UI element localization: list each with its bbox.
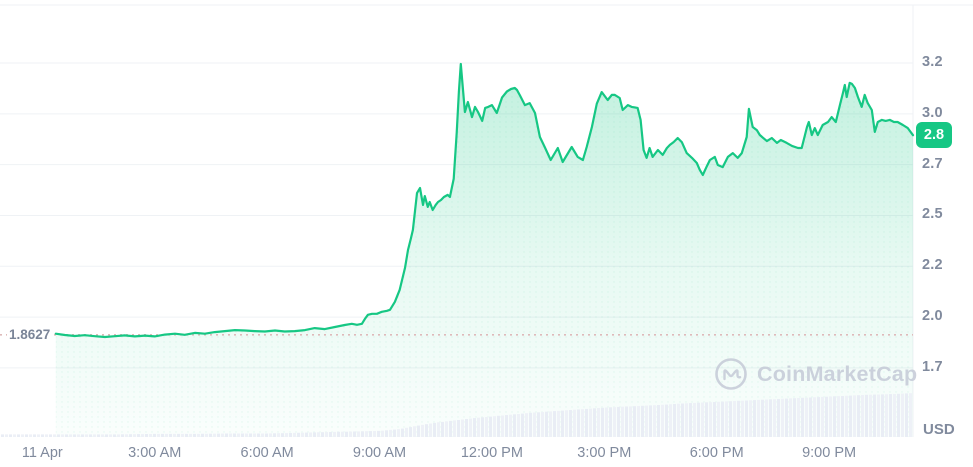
y-axis-label: 3.2: [922, 54, 943, 70]
y-axis-label: 2.0: [922, 308, 943, 325]
y-axis-label: 2.2: [922, 257, 943, 274]
current-price-badge: 2.8: [916, 122, 952, 149]
x-axis-label: 6:00 PM: [689, 445, 744, 461]
x-axis-label: 3:00 PM: [577, 445, 632, 461]
y-axis-label: 1.7: [922, 358, 943, 375]
x-axis-label: 9:00 PM: [802, 445, 857, 461]
y-axis-label: 3.0: [922, 104, 943, 121]
price-line: [54, 62, 915, 339]
x-axis-label: 6:00 AM: [240, 445, 294, 461]
current-price-value: 2.8: [923, 127, 945, 144]
y-axis-label: 2.7: [922, 155, 943, 172]
currency-unit-label: USD: [923, 421, 955, 438]
y-axis-label: 2.5: [922, 206, 943, 223]
x-axis-label: 3:00 AM: [128, 445, 182, 461]
x-axis-label: 9:00 AM: [352, 445, 407, 461]
x-axis-label: 11 Apr: [21, 445, 63, 461]
price-area: [55, 64, 914, 437]
volume-bars: [1, 393, 912, 437]
reference-price-label: 1.8627: [7, 326, 53, 343]
x-axis-label: 12:00 PM: [460, 445, 523, 461]
